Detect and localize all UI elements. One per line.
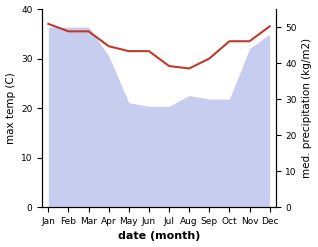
Y-axis label: med. precipitation (kg/m2): med. precipitation (kg/m2) xyxy=(302,38,313,178)
Y-axis label: max temp (C): max temp (C) xyxy=(5,72,16,144)
X-axis label: date (month): date (month) xyxy=(118,231,200,242)
